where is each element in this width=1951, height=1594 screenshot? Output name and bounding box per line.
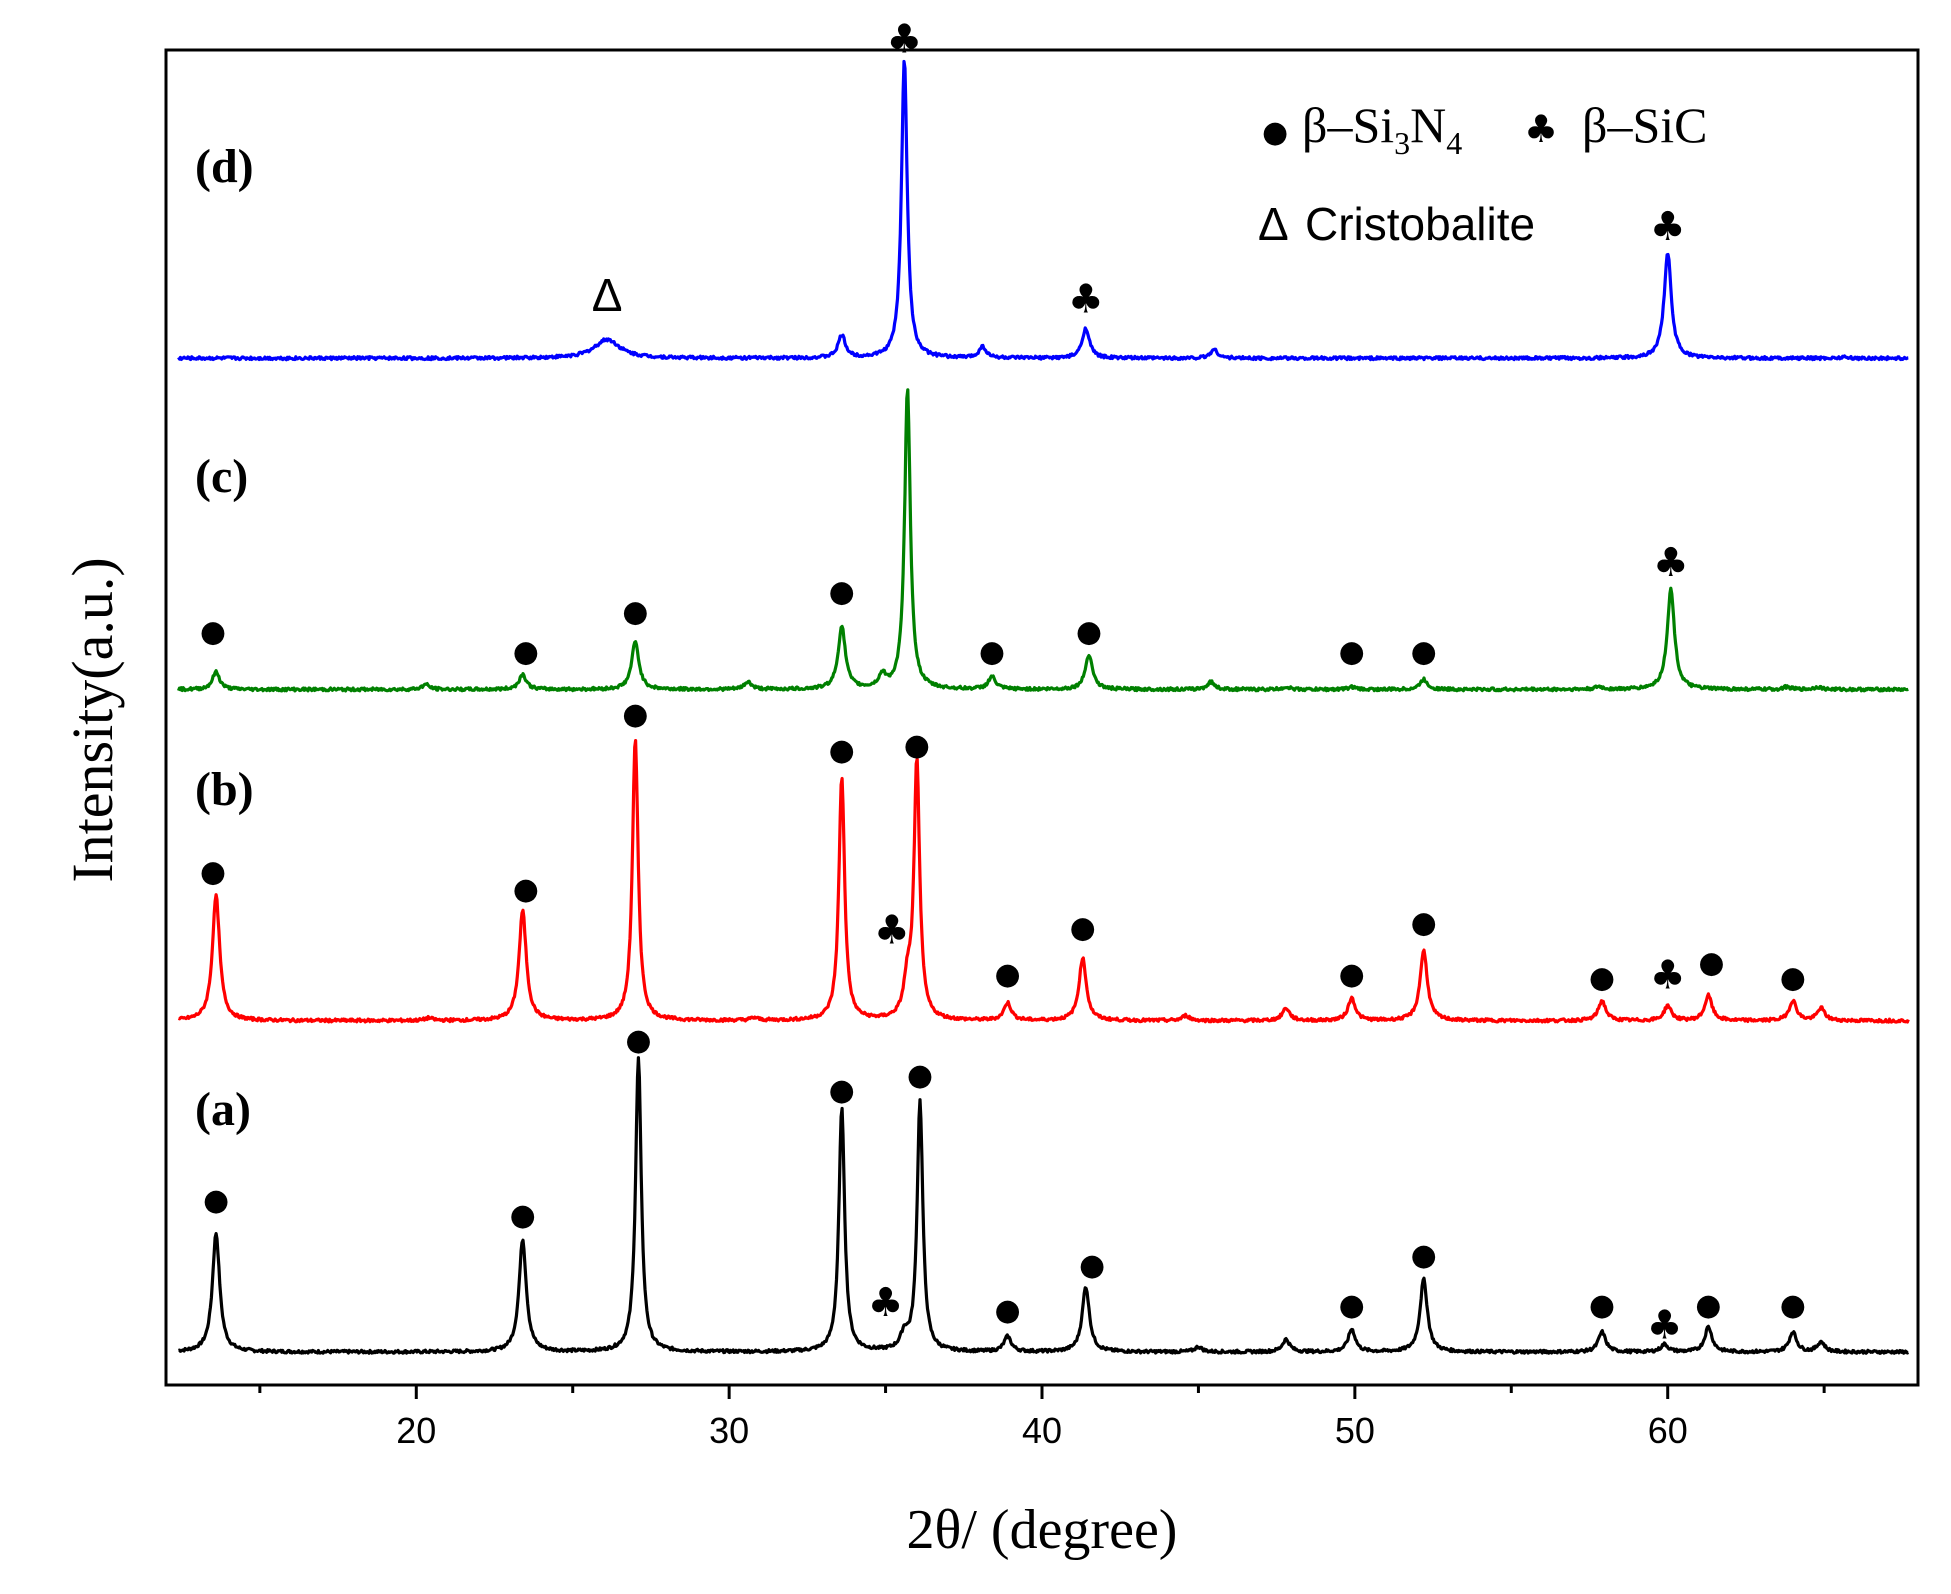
si3n4-marker: ● <box>513 872 539 907</box>
phase-markers: ● ● ● ● ♣ ● ● ● ● ● ● ♣ ● ● ● ● ● ● ♣ ● ● ● ● ● ● ♣ ● ● ● ● ● ● ● ● ● ● ♣ Δ ♣ ♣… <box>200 16 1806 1348</box>
sic-marker: ♣ <box>868 1280 904 1326</box>
x-tick-label: 20 <box>396 1410 436 1451</box>
si3n4-marker: ● <box>622 594 648 629</box>
si3n4-marker: ● <box>625 1023 651 1058</box>
legend-symbol-si3n4: ● <box>1262 115 1288 150</box>
sic-marker: ♣ <box>874 908 910 954</box>
si3n4-marker: ● <box>1339 634 1365 669</box>
si3n4-marker: ● <box>994 957 1020 992</box>
si3n4-marker: ● <box>513 634 539 669</box>
sic-marker: ♣ <box>886 16 922 62</box>
sic-marker: ♣ <box>1068 276 1104 322</box>
si3n4-marker: ● <box>203 1183 229 1218</box>
si3n4-marker: ● <box>1780 961 1806 996</box>
trace-label-a: (a) <box>195 1083 251 1136</box>
si3n4-marker: ● <box>1076 614 1102 649</box>
si3n4-marker: ● <box>1589 961 1615 996</box>
sic-marker: ♣ <box>1650 953 1686 999</box>
trace-a <box>177 1056 1910 1355</box>
si3n4-marker: ● <box>829 733 855 768</box>
legend-symbol-sic: ♣ <box>1524 107 1558 151</box>
si3n4-marker: ● <box>622 697 648 732</box>
trace-label-d: (d) <box>195 140 254 193</box>
legend-label-sic: β–SiC <box>1582 97 1708 153</box>
si3n4-marker: ● <box>907 1058 933 1093</box>
legend-label-si3n4: β–Si3N4 <box>1302 97 1462 161</box>
sic-marker: ♣ <box>1650 204 1686 250</box>
si3n4-marker: ● <box>979 634 1005 669</box>
x-tick-label: 60 <box>1648 1410 1688 1451</box>
si3n4-marker: ● <box>1079 1248 1105 1283</box>
cristobalite-marker: Δ <box>592 269 623 321</box>
si3n4-marker: ● <box>904 728 930 763</box>
spectra <box>177 59 1910 1355</box>
si3n4-marker: ● <box>1695 1288 1721 1323</box>
si3n4-marker: ● <box>829 574 855 609</box>
legend-label-cristobalite: Cristobalite <box>1305 198 1535 250</box>
si3n4-marker: ● <box>1339 957 1365 992</box>
sic-marker: ♣ <box>1647 1303 1683 1349</box>
x-tick-label: 30 <box>709 1410 749 1451</box>
plot-frame <box>164 48 1920 1387</box>
si3n4-marker: ● <box>1780 1288 1806 1323</box>
trace-b <box>177 738 1910 1024</box>
legend: ● β–Si3N4 ♣ β–SiC Δ Cristobalite <box>1258 97 1708 250</box>
si3n4-marker: ● <box>200 614 226 649</box>
y-axis-title: Intensity(a.u.) <box>60 557 125 882</box>
x-tick-label: 50 <box>1335 1410 1375 1451</box>
si3n4-marker: ● <box>829 1073 855 1108</box>
trace-d <box>177 59 1910 362</box>
si3n4-marker: ● <box>1698 946 1724 981</box>
si3n4-marker: ● <box>1589 1288 1615 1323</box>
si3n4-marker: ● <box>1411 1238 1437 1273</box>
x-axis-title: 2θ/ (degree) <box>907 1499 1178 1561</box>
si3n4-marker: ● <box>510 1198 536 1233</box>
si3n4-marker: ● <box>1411 906 1437 941</box>
trace-label-b: (b) <box>195 763 254 816</box>
si3n4-marker: ● <box>1070 911 1096 946</box>
si3n4-marker: ● <box>1339 1288 1365 1323</box>
trace-c <box>177 388 1910 693</box>
legend-symbol-cristobalite: Δ <box>1258 198 1289 250</box>
si3n4-marker: ● <box>1411 634 1437 669</box>
si3n4-marker: ● <box>200 854 226 889</box>
x-axis-ticks: 20 30 40 50 60 <box>258 1385 1826 1451</box>
sic-marker: ♣ <box>1653 540 1689 586</box>
x-tick-label: 40 <box>1022 1410 1062 1451</box>
trace-label-c: (c) <box>195 450 248 503</box>
si3n4-marker: ● <box>994 1293 1020 1328</box>
